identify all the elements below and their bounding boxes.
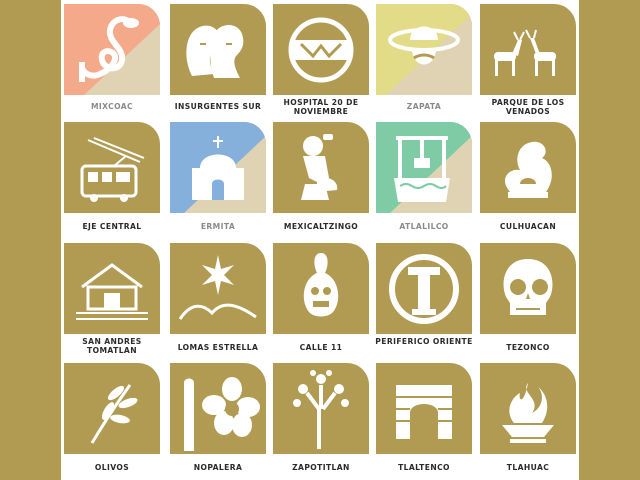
station-tile bbox=[376, 122, 472, 213]
zapata-sombrero-icon bbox=[376, 4, 472, 95]
star-over-hills-icon bbox=[178, 255, 257, 320]
curved-hill-glyph-icon bbox=[504, 141, 552, 198]
station-card-atlalilco[interactable]: ATLALILCO bbox=[376, 122, 472, 231]
clay-figure-icon bbox=[303, 253, 339, 317]
station-card-mixcoac[interactable]: MIXCOAC bbox=[64, 4, 160, 111]
station-card-zapata[interactable]: ZAPATA bbox=[376, 4, 472, 111]
station-label: ZAPOTITLAN bbox=[292, 463, 350, 472]
house-icon bbox=[76, 263, 148, 320]
station-label: ZAPATA bbox=[406, 102, 442, 111]
station-label: CALLE 11 bbox=[299, 343, 343, 352]
station-card-tlahuac[interactable]: TLAHUAC bbox=[480, 363, 576, 472]
station-card-calle-11[interactable]: CALLE 11 bbox=[273, 243, 369, 352]
station-tile bbox=[273, 363, 369, 454]
station-label: PARQUE DE LOS VENADOS bbox=[491, 98, 565, 116]
station-label: TLALTENCO bbox=[398, 463, 450, 472]
flowering-tree-icon bbox=[293, 370, 349, 449]
snake-icon bbox=[64, 4, 160, 95]
station-label: INSURGENTES SUR bbox=[174, 102, 262, 111]
station-card-periferico-oriente[interactable]: PERIFERICO ORIENTE bbox=[375, 243, 472, 346]
station-card-zapotitlan[interactable]: ZAPOTITLAN bbox=[273, 363, 369, 472]
station-tile bbox=[64, 243, 160, 334]
station-tile bbox=[376, 243, 472, 334]
station-card-san-andres-tomatlan[interactable]: SAN ANDRES TOMATLAN bbox=[64, 243, 160, 355]
hospital-emblem-icon bbox=[288, 17, 354, 83]
station-label: ATLALILCO bbox=[399, 222, 449, 231]
station-label: NOPALERA bbox=[193, 463, 243, 472]
station-card-mexicaltzingo[interactable]: MEXICALTZINGO bbox=[273, 122, 369, 231]
station-label: HOSPITAL 20 DE NOVIEMBRE bbox=[283, 98, 359, 116]
station-tile bbox=[64, 122, 160, 213]
station-label: MEXICALTZINGO bbox=[283, 222, 359, 231]
station-label: TLAHUAC bbox=[506, 463, 550, 472]
station-tile bbox=[273, 4, 369, 95]
seated-deity-icon bbox=[301, 134, 338, 200]
station-card-insurgentes-sur[interactable]: INSURGENTES SUR bbox=[170, 4, 266, 111]
station-label: SAN ANDRES TOMATLAN bbox=[82, 337, 142, 355]
sugar-skull-icon bbox=[503, 259, 553, 315]
station-label: LOMAS ESTRELLA bbox=[177, 343, 259, 352]
station-tile bbox=[170, 4, 266, 95]
station-card-lomas-estrella[interactable]: LOMAS ESTRELLA bbox=[170, 243, 266, 352]
station-card-nopalera[interactable]: NOPALERA bbox=[170, 363, 266, 472]
station-tile bbox=[273, 243, 369, 334]
station-tile bbox=[170, 122, 266, 213]
trolleybus-icon bbox=[80, 137, 145, 202]
water-well-icon bbox=[376, 122, 472, 213]
station-label: OLIVOS bbox=[94, 463, 130, 472]
fire-bowl-icon bbox=[502, 383, 554, 443]
station-card-parque-de-los-venados[interactable]: PARQUE DE LOS VENADOS bbox=[480, 4, 576, 116]
two-heroes-profile-icon bbox=[186, 25, 244, 78]
station-card-hospital-20-de-noviembre[interactable]: HOSPITAL 20 DE NOVIEMBRE bbox=[273, 4, 369, 116]
station-card-culhuacan[interactable]: CULHUACAN bbox=[480, 122, 576, 231]
station-tile bbox=[376, 4, 472, 95]
station-label: ERMITA bbox=[200, 222, 236, 231]
nopal-flower-icon bbox=[184, 377, 260, 451]
station-card-olivos[interactable]: OLIVOS bbox=[64, 363, 160, 472]
station-label: CULHUACAN bbox=[499, 222, 557, 231]
station-tile bbox=[170, 363, 266, 454]
station-tile bbox=[64, 4, 160, 95]
station-label: TEZONCO bbox=[506, 343, 550, 352]
station-tile bbox=[480, 4, 576, 95]
station-label: MIXCOAC bbox=[90, 102, 134, 111]
station-card-tezonco[interactable]: TEZONCO bbox=[480, 243, 576, 352]
station-tile bbox=[480, 243, 576, 334]
station-card-eje-central[interactable]: EJE CENTRAL bbox=[64, 122, 160, 231]
station-tile bbox=[170, 243, 266, 334]
ring-column-icon bbox=[389, 254, 459, 324]
stone-arch-icon bbox=[396, 385, 452, 439]
station-card-ermita[interactable]: ERMITA bbox=[170, 122, 266, 231]
hermitage-chapel-icon bbox=[170, 122, 266, 213]
two-deer-icon bbox=[494, 29, 556, 76]
station-tile bbox=[64, 363, 160, 454]
station-card-tlaltenco[interactable]: TLALTENCO bbox=[376, 363, 472, 472]
station-label: PERIFERICO ORIENTE bbox=[375, 337, 473, 346]
station-icons-panel: MIXCOAC INSURGENTES SUR HOSPITAL 20 DE N… bbox=[61, 0, 579, 480]
station-tile bbox=[480, 122, 576, 213]
olive-branch-icon bbox=[90, 384, 138, 444]
station-label: EJE CENTRAL bbox=[82, 222, 142, 231]
station-tile bbox=[480, 363, 576, 454]
station-tile bbox=[376, 363, 472, 454]
station-tile bbox=[273, 122, 369, 213]
